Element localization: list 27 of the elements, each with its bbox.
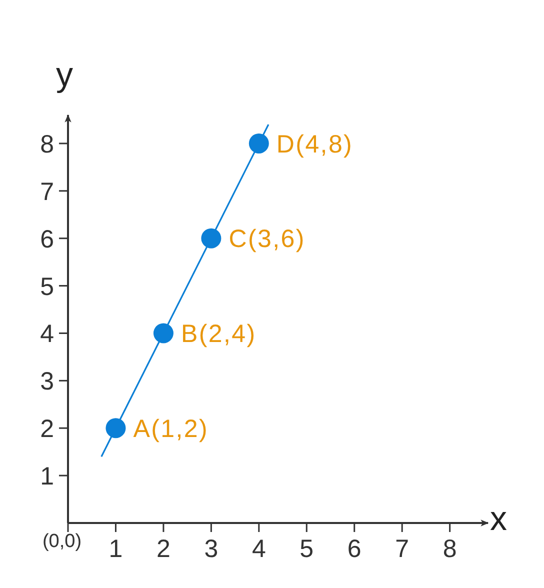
y-tick-label: 3	[40, 368, 54, 396]
x-axis-title: x	[490, 500, 507, 538]
x-tick-label: (0,0)	[42, 531, 82, 552]
y-tick-label: 1	[40, 462, 54, 491]
y-tick-label: 6	[40, 225, 54, 254]
point	[106, 418, 126, 438]
point	[201, 228, 222, 248]
y-axis-title: y	[56, 56, 73, 94]
x-tick-label: 1	[108, 535, 123, 563]
x-tick-label: 5	[300, 535, 314, 563]
x-tick-label: 4	[252, 535, 266, 563]
data-label: A(1,2)	[133, 414, 209, 443]
y-tick-label: 7	[40, 178, 54, 206]
y-tick-label: 4	[40, 320, 54, 348]
point	[248, 133, 269, 154]
data-label: C(3,6)	[228, 225, 306, 254]
x-tick-label: 2	[156, 535, 170, 563]
x-tick-label: 3	[204, 535, 218, 563]
point	[153, 323, 174, 344]
data-label: B(2,4)	[180, 320, 256, 348]
data-label: D(4,8)	[276, 130, 354, 158]
y-tick-label: 5	[40, 272, 54, 301]
y-tick-label: 2	[40, 415, 54, 444]
y-tick-label: 8	[40, 130, 54, 158]
x-tick-label: 6	[347, 535, 362, 563]
x-tick-label: 8	[442, 535, 457, 563]
x-tick-label: 7	[395, 535, 410, 563]
